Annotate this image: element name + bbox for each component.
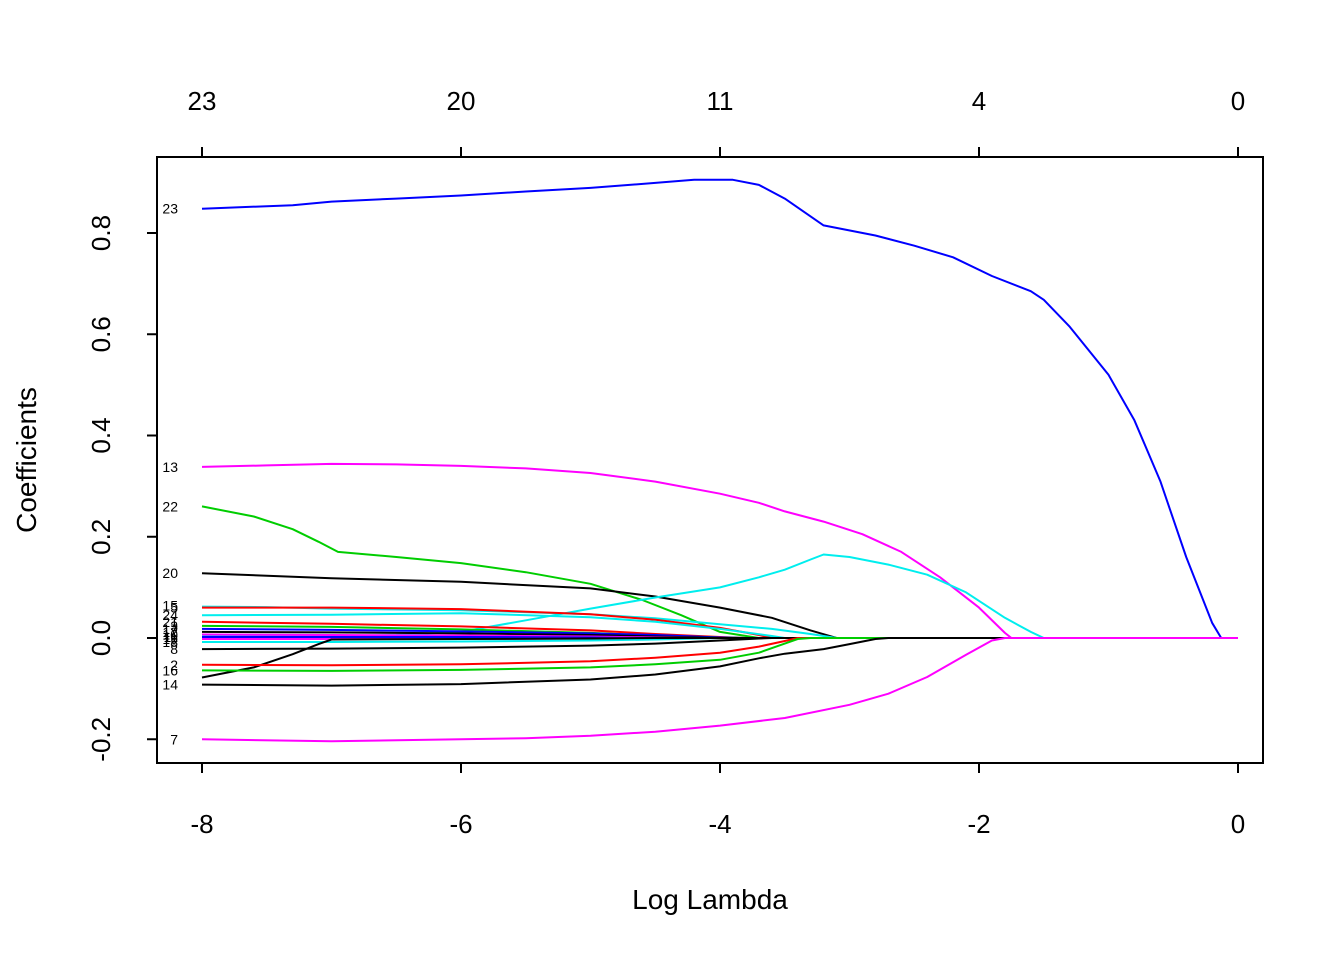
coef-label-20: 20 [162,565,178,581]
coef-label-10: 10 [162,627,178,643]
top-tick-label: 20 [447,86,476,116]
coef-label-13: 13 [162,459,178,475]
coef-label-24: 24 [162,607,178,623]
coef-label-15: 15 [162,598,178,614]
coef-label-5: 5 [170,600,178,616]
x-tick-label: 0 [1231,809,1245,839]
coef-label-12: 12 [162,624,178,640]
coef-line-2 [201,637,1238,667]
coef-line-4 [201,637,1238,679]
coef-label-3: 3 [170,618,178,634]
coef-label-2: 2 [170,657,178,673]
y-tick-label: 0.0 [86,620,116,656]
y-tick-label: 0.6 [86,316,116,352]
top-tick-label: 4 [972,86,986,116]
x-tick-label: -2 [967,809,990,839]
coef-label-8: 8 [170,641,178,657]
coef-label-7: 7 [170,731,178,747]
coef-label-14: 14 [162,677,178,693]
coef-line-14 [201,637,1238,687]
x-tick-label: -6 [449,809,472,839]
coef-label-16: 16 [162,662,178,678]
coef-label-19: 19 [162,631,178,647]
coef-line-7 [201,637,1238,743]
coef-line-23 [201,178,1223,639]
x-axis-title: Log Lambda [632,884,788,915]
y-axis-title: Coefficients [11,387,42,533]
y-tick-label: 0.8 [86,215,116,251]
top-tick-label: 0 [1231,86,1245,116]
coef-line-13 [201,462,1238,639]
y-tick-label: -0.2 [86,717,116,762]
coef-label-18: 18 [162,634,178,650]
coef-label-17: 17 [162,621,178,637]
coef-label-21: 21 [162,614,178,630]
y-tick-label: 0.2 [86,519,116,555]
axes: -8 -6 -4 -2 023 20 11 4 0-0.20.00.20.40.60.8 [86,86,1245,839]
coef-label-22: 22 [162,498,178,514]
coef-line-16 [201,637,1238,672]
top-tick-label: 23 [188,86,217,116]
y-tick-label: 0.4 [86,417,116,453]
plot-frame [156,156,1264,764]
x-tick-label: -8 [190,809,213,839]
top-tick-label: 11 [707,86,734,116]
coef-label-11: 11 [163,629,178,645]
x-tick-label: -4 [708,809,731,839]
coef-line-20 [201,572,1238,639]
series-lines [201,178,1238,743]
coef-label-23: 23 [162,201,178,217]
